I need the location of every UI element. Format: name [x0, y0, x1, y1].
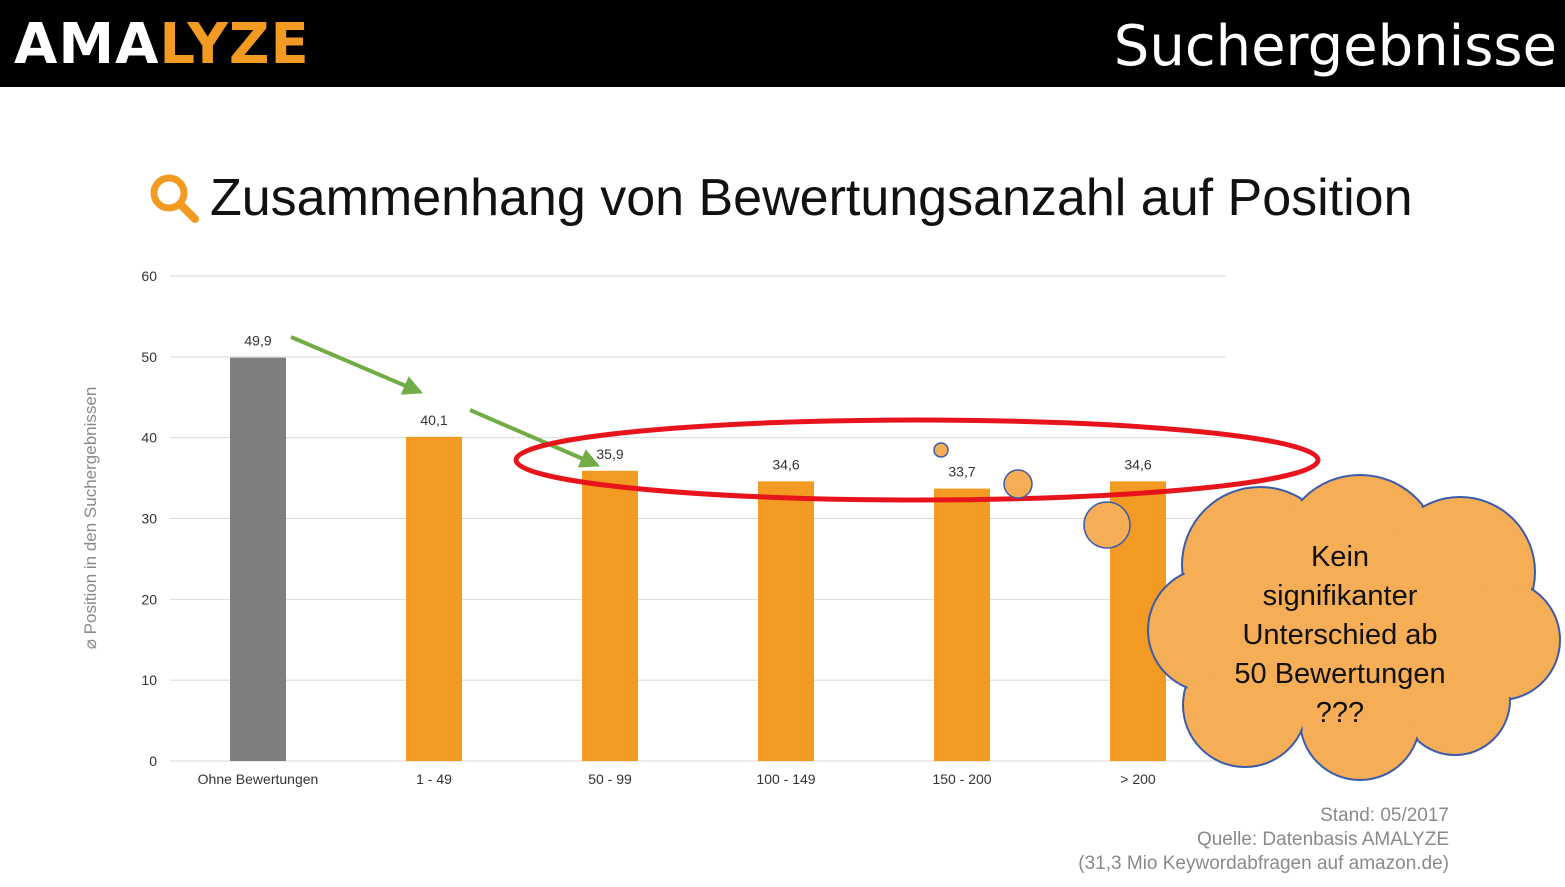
x-tick-label: > 200 [1120, 771, 1156, 787]
bar-value-label: 34,6 [1124, 456, 1151, 472]
bars [230, 357, 1166, 761]
trend-arrow-1 [290, 335, 424, 395]
y-tick-label: 20 [141, 591, 157, 607]
source-quelle: Quelle: Datenbasis AMALYZE [1196, 829, 1449, 850]
logo-main-text: AMA [14, 12, 160, 77]
cloud-line-4: 50 Bewertungen [1234, 658, 1445, 690]
cloud-line-1: Kein [1311, 541, 1369, 573]
cloud-line-5: ??? [1316, 697, 1364, 729]
x-tick-label: 100 - 149 [756, 771, 815, 787]
x-tick-label: Ohne Bewertungen [198, 771, 319, 787]
y-tick-label: 30 [141, 511, 157, 527]
slide-title-row: Zusammenhang von Bewertungsanzahl auf Po… [148, 166, 1413, 230]
y-tick-label: 10 [141, 672, 157, 688]
y-tick-label: 50 [141, 349, 157, 365]
x-tick-label: 50 - 99 [588, 771, 632, 787]
y-tick-label: 60 [141, 268, 157, 284]
trend-arrow-2 [469, 408, 601, 468]
highlight-ellipse [513, 417, 1321, 503]
bar-value-label: 33,7 [948, 464, 975, 480]
x-tick-label: 150 - 200 [932, 771, 991, 787]
y-tick-label: 0 [149, 753, 157, 769]
bar-value-label: 35,9 [596, 446, 623, 462]
bar [406, 436, 462, 761]
thought-bubble-small [933, 442, 949, 458]
bar [934, 488, 990, 761]
y-axis-ticks: 0 10 20 30 40 50 60 [141, 268, 157, 769]
bar [582, 470, 638, 761]
source-note: Stand: 05/2017 Quelle: Datenbasis AMALYZ… [1078, 804, 1449, 876]
bar-value-label: 49,9 [244, 333, 271, 349]
cloud-line-3: Unterschied ab [1242, 619, 1437, 651]
grid-lines [170, 275, 1226, 762]
cloud-line-2: signifikanter [1263, 580, 1418, 612]
slide-title: Zusammenhang von Bewertungsanzahl auf Po… [210, 169, 1413, 227]
source-stand: Stand: 05/2017 [1320, 805, 1449, 826]
thought-bubble-medium [1003, 469, 1033, 499]
header-title: Suchergebnisse [1113, 14, 1557, 79]
bar [758, 481, 814, 761]
source-detail: (31,3 Mio Keywordabfragen auf amazon.de) [1078, 853, 1449, 874]
bar-value-label: 40,1 [420, 412, 447, 428]
logo-accent-text: LYZE [159, 12, 310, 77]
amalyze-logo: AMALYZE [14, 10, 310, 80]
bar-value-label: 34,6 [772, 456, 799, 472]
y-axis-label: ⌀ Position in den Suchergebnissen [81, 387, 100, 650]
x-tick-label: 1 - 49 [416, 771, 452, 787]
bar [230, 357, 286, 761]
x-axis-ticks: Ohne Bewertungen 1 - 49 50 - 99 100 - 149 15… [198, 771, 1156, 787]
header-bar: AMALYZE Suchergebnisse [0, 0, 1565, 87]
magnifier-icon [150, 174, 199, 223]
thought-bubble-large [1083, 501, 1131, 549]
bar-value-labels: 49,9 40,1 35,9 34,6 33,7 34,6 [244, 333, 1151, 480]
thought-cloud: Kein signifikanter Unterschied ab 50 Bew… [1147, 474, 1561, 781]
y-tick-label: 40 [141, 430, 157, 446]
